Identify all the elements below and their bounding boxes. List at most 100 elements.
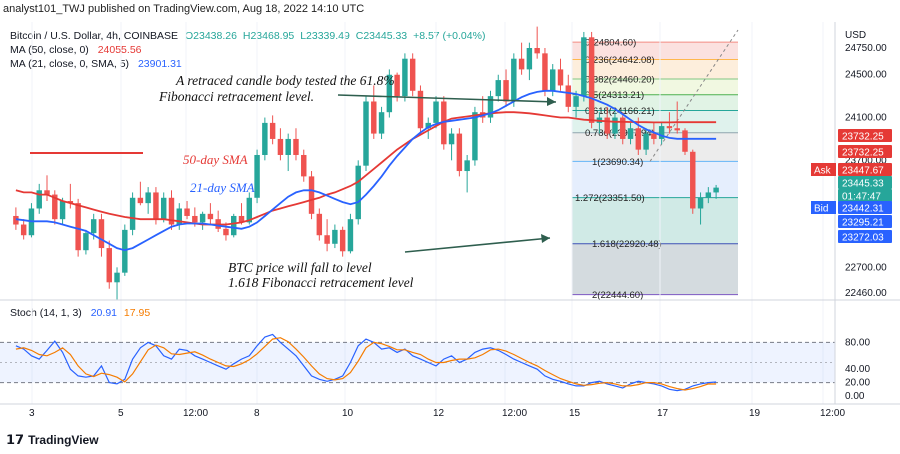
stoch-axis-label: 80.00 <box>845 337 870 348</box>
candle-body <box>635 128 642 150</box>
candle-body <box>565 85 572 107</box>
candle-body <box>620 117 626 139</box>
fib-zone <box>572 94 738 111</box>
candle-body <box>402 58 408 97</box>
price-label: 22700.00 <box>845 262 887 273</box>
candle-body <box>472 112 478 161</box>
time-label: 3 <box>29 408 35 419</box>
candle-body <box>363 101 369 166</box>
candle-body <box>643 133 649 150</box>
stoch-axis-label: 40.00 <box>845 364 870 375</box>
candle-body <box>518 58 525 70</box>
stoch-d-line <box>15 337 717 391</box>
stoch-legend[interactable]: Stoch (14, 1, 3) 20.91 17.95 <box>10 307 150 319</box>
price-tag-text: 01:47:47 <box>842 192 881 203</box>
candle-body <box>301 154 307 177</box>
candle-body <box>612 117 618 134</box>
candle-body <box>542 53 548 91</box>
fib-zone <box>572 243 738 295</box>
ma21-label: MA (21, close, 0, SMA, 5) <box>10 58 130 70</box>
fibonacci-tool[interactable]: 0(24804.60) 0.236(24642.08) 0.382(24460.20… <box>572 29 739 301</box>
fib-label-0.382: 0.382(24460.20) <box>585 75 655 86</box>
price-tag-text: 23442.31 <box>842 204 884 215</box>
price-tag-prefix: Bid <box>814 204 828 215</box>
price-tag <box>838 145 892 158</box>
stoch-axis-label: 0.00 <box>845 391 865 402</box>
candle-body <box>526 48 533 70</box>
fib-label-0.236: 0.236(24642.08) <box>585 55 655 66</box>
candle-body <box>705 192 712 198</box>
fib-zone <box>572 42 738 60</box>
time-label: 17 <box>657 408 669 419</box>
price-tag-prefix: Ask <box>814 166 832 177</box>
candle-body <box>573 96 579 107</box>
candle-body <box>674 128 680 131</box>
candle-body <box>697 197 704 209</box>
ma50-legend[interactable]: MA (50, close, 0) 24055.56 <box>10 44 142 56</box>
ma21-value: 23901.31 <box>137 58 182 70</box>
candle-body <box>666 126 673 129</box>
candle-body <box>13 215 19 225</box>
price-tag-prefix-bg <box>811 201 836 214</box>
candle-body <box>238 215 245 223</box>
candle-body <box>207 213 214 220</box>
candle-body <box>44 190 50 195</box>
candle-body <box>690 151 696 209</box>
ohlc-high: H23468.95 <box>242 30 295 42</box>
ma21-legend[interactable]: MA (21, close, 0, SMA, 5) 23901.31 <box>10 58 182 70</box>
candle-body <box>503 80 509 102</box>
fib-label-2: 2(22444.60) <box>592 290 643 301</box>
candle-body <box>495 80 501 97</box>
candle-body <box>347 219 354 252</box>
candle-body <box>262 122 268 155</box>
candle-body <box>20 224 27 236</box>
ma50-label: MA (50, close, 0) <box>10 44 89 56</box>
fib-label-1: 1(23690.34) <box>592 157 643 168</box>
fib-label-1.618: 1.618(22920.48) <box>592 239 662 250</box>
price-tag-text: 23447.67 <box>842 166 884 177</box>
fib-label-0.5: 0.5(24313.21) <box>585 90 644 101</box>
annotation-retraced-1: A retraced candle body tested the 61.8% <box>175 73 395 88</box>
candle-body <box>254 154 260 198</box>
time-label: 12 <box>433 408 445 419</box>
candle-body <box>90 219 97 234</box>
fib-zone <box>572 161 738 198</box>
candle-body <box>184 208 190 216</box>
candle-body <box>550 69 556 91</box>
candle-body <box>122 229 128 273</box>
price-tag-text: 23732.25 <box>842 148 884 159</box>
annotation-fall-1: BTC price will fall to level <box>228 260 372 275</box>
candle-body <box>371 101 377 134</box>
candle-body <box>713 187 719 193</box>
arrow-retraced-head <box>547 97 556 106</box>
candle-body <box>52 194 58 220</box>
time-label: 5 <box>118 408 124 419</box>
tradingview-logo-icon: 𝟭𝟳 <box>6 432 25 447</box>
fib-label-0: 0(24804.60) <box>585 38 636 49</box>
candle-body <box>98 219 105 249</box>
candle-body <box>145 192 151 204</box>
tradingview-footer[interactable]: 𝟭𝟳 TradingView <box>6 432 99 448</box>
candle-body <box>231 215 237 236</box>
candle-body <box>355 165 361 220</box>
price-tag <box>838 189 892 202</box>
time-label: 8 <box>254 408 260 419</box>
price-tag-text: 23445.33 <box>842 179 884 190</box>
ohlc-close: C23445.33 <box>355 30 408 42</box>
candle-body <box>324 235 330 244</box>
stochastic-pane <box>0 333 835 392</box>
arrow-retraced[interactable] <box>337 94 557 103</box>
symbol-name[interactable]: Bitcoin / U.S. Dollar, 4h, COINBASE <box>10 30 179 42</box>
axes: 24750.00 24500.00 24100.00 23700.00 22700.00… <box>0 22 900 419</box>
fib-zone <box>572 79 738 95</box>
candle-body <box>511 58 517 102</box>
price-tags: 23732.25 23732.25 23447.67 Ask 23445.33 01:47… <box>811 129 892 244</box>
candle-body <box>417 90 424 129</box>
price-label: 24500.00 <box>845 70 887 81</box>
candle-body <box>199 213 206 223</box>
time-label: 12:00 <box>183 408 208 419</box>
candle-body <box>75 203 81 251</box>
arrow-fall-head <box>541 234 550 243</box>
arrow-fall[interactable] <box>404 237 551 253</box>
